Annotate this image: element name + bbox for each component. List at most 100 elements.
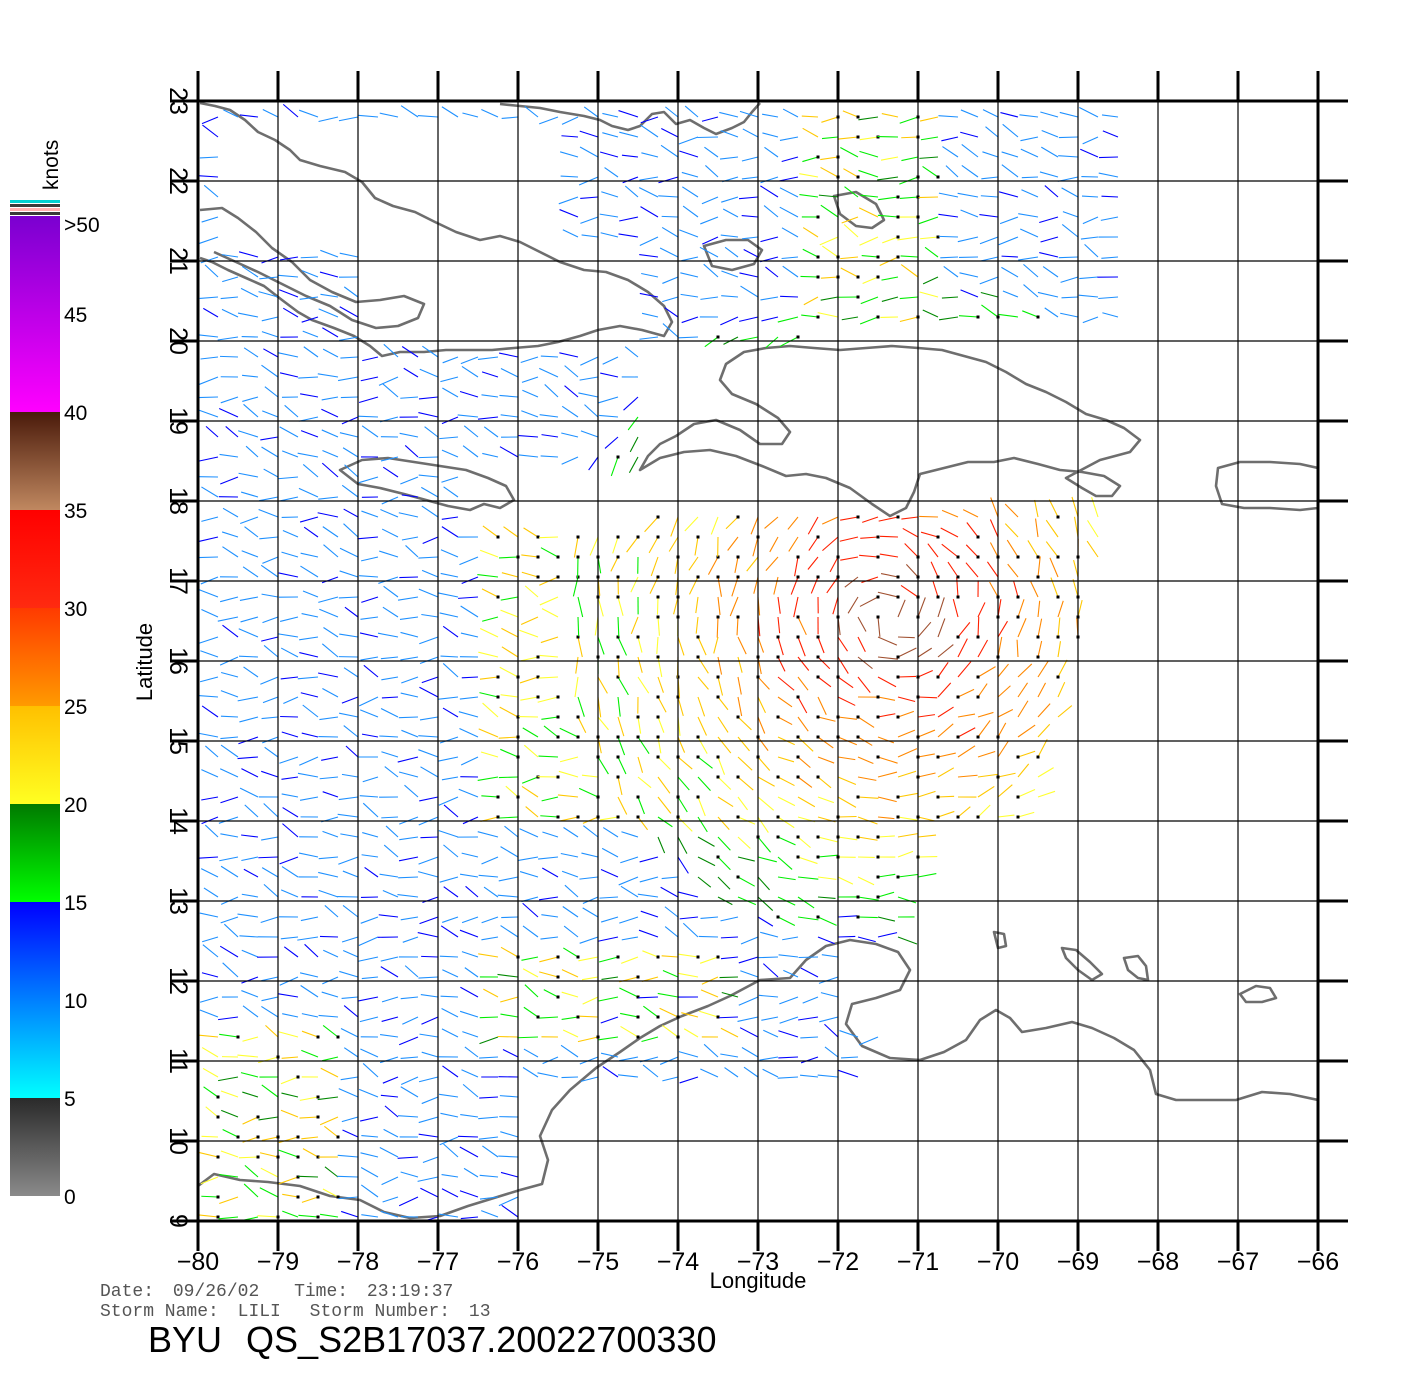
wind-barb [278, 1136, 299, 1144]
wind-barb [297, 772, 319, 778]
rain-flag-dot [496, 675, 500, 679]
wind-barb [662, 969, 679, 978]
wind-barb [858, 169, 879, 178]
wind-barb [439, 876, 459, 883]
wind-barb [201, 116, 219, 125]
wind-barb [438, 1213, 459, 1218]
wind-barb [640, 206, 659, 218]
wind-barb [361, 596, 379, 603]
wind-barb [344, 606, 359, 618]
wind-barb [822, 536, 839, 552]
wind-barb [198, 456, 199, 457]
rain-flag-dot [896, 675, 900, 679]
y-tick-label: 23 [164, 87, 192, 115]
wind-barb [966, 522, 979, 538]
wind-barb [817, 776, 832, 789]
colorbar-label: 40 [64, 402, 87, 425]
storm-name-label: Storm Name: [100, 1302, 219, 1322]
wind-barb [940, 256, 959, 259]
rain-flag-dot [796, 775, 800, 779]
wind-barb [441, 1174, 459, 1178]
wind-barb [1098, 296, 1119, 300]
wind-barb [378, 576, 399, 584]
wind-barb [1042, 266, 1059, 278]
wind-barb [522, 727, 539, 738]
wind-barb [479, 1056, 499, 1059]
wind-barb [299, 796, 319, 801]
wind-barb [877, 771, 898, 778]
wind-barb [299, 296, 319, 300]
wind-barb [639, 292, 659, 298]
wind-barb [339, 306, 359, 318]
x-tick-label: −67 [1217, 1248, 1259, 1276]
wind-barb [339, 970, 359, 978]
wind-barb [460, 356, 479, 365]
wind-barb [779, 187, 799, 198]
wind-barb [899, 296, 919, 300]
wind-barb [817, 936, 835, 945]
rain-flag-dot [796, 755, 800, 759]
wind-barb [878, 516, 899, 522]
wind-barb [938, 192, 959, 198]
wind-barb [338, 596, 359, 599]
rain-flag-dot [716, 755, 720, 759]
wind-barb [977, 602, 986, 618]
wind-barb [1057, 600, 1064, 618]
wind-barb [544, 384, 559, 398]
wind-barb [662, 1025, 679, 1038]
wind-barb [203, 307, 219, 318]
wind-barb [261, 996, 279, 1002]
wind-barb [881, 296, 899, 302]
rain-flag-dot [876, 595, 880, 599]
wind-barb [837, 696, 856, 706]
wind-barb [840, 556, 859, 561]
rain-flag-dot [856, 735, 860, 739]
wind-barb [517, 856, 539, 862]
wind-barb [798, 956, 819, 959]
wind-barb [379, 1147, 399, 1158]
wind-barb [201, 486, 219, 498]
wind-barb [724, 1067, 739, 1078]
wind-barb [677, 736, 686, 753]
x-tick-label: −73 [737, 1248, 779, 1276]
wind-barb [920, 136, 939, 141]
wind-barb [418, 871, 439, 878]
wind-barb [219, 1173, 239, 1178]
wind-barb [810, 576, 819, 594]
wind-barb [198, 677, 199, 678]
wind-barb [245, 445, 259, 458]
wind-barb [561, 432, 579, 438]
wind-barb [443, 804, 459, 818]
wind-barb [897, 748, 918, 758]
wind-barb [281, 776, 299, 780]
wind-barb [521, 376, 539, 383]
wind-barb [198, 1176, 199, 1177]
rain-flag-dot [856, 915, 860, 919]
x-tick-label: −74 [657, 1248, 700, 1276]
wind-barb [697, 856, 716, 867]
wind-barb [842, 110, 859, 118]
wind-barb [319, 608, 339, 618]
wind-barb [681, 1012, 699, 1018]
wind-barb [1039, 171, 1059, 178]
wind-barb [801, 314, 819, 318]
wind-barb [1057, 641, 1062, 658]
wind-barb [1001, 151, 1019, 158]
wind-barb [261, 1005, 279, 1018]
wind-barb [421, 955, 439, 958]
wind-barb [418, 749, 439, 758]
wind-barb [617, 696, 621, 717]
wind-barb [260, 676, 279, 685]
wind-barb [700, 989, 719, 998]
wind-barb [820, 992, 839, 998]
wind-barb [198, 136, 199, 137]
wind-barb [443, 886, 459, 898]
wind-barb [901, 136, 919, 139]
rain-flag-dot [316, 1155, 320, 1159]
wind-barb [282, 823, 299, 838]
wind-barb [383, 343, 399, 358]
wind-barb [198, 695, 219, 698]
wind-barb [260, 1167, 279, 1178]
wind-barb [482, 1145, 499, 1158]
rain-flag-dot [876, 835, 880, 839]
